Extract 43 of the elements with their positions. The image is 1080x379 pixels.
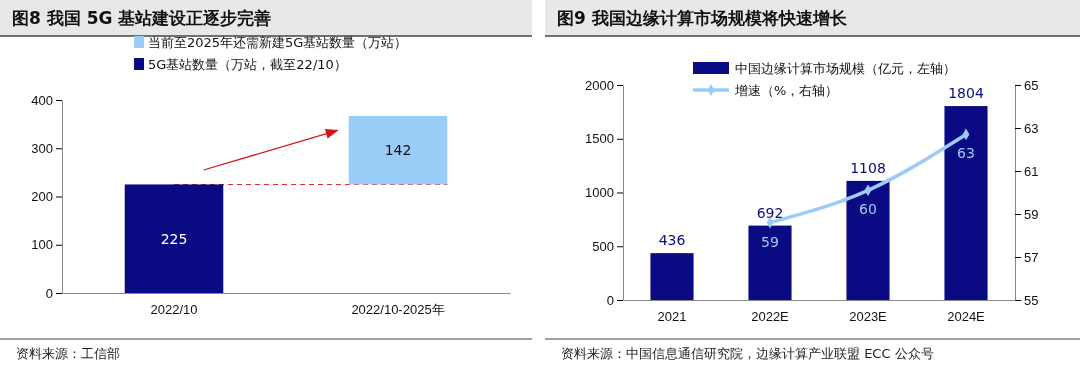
y-tick-label: 0 [45, 285, 53, 301]
x-tick-label: 2021 [657, 309, 687, 325]
bar [944, 106, 988, 300]
x-tick-label: 2023E [849, 309, 888, 325]
data-label: 225 [160, 230, 188, 247]
y2-tick-label: 55 [1024, 292, 1039, 308]
data-label: 63 [957, 145, 975, 162]
legend-label: 增速（%，右轴） [734, 83, 839, 98]
x-tick-label: 2022E [751, 309, 790, 325]
bar [650, 253, 694, 300]
y-tick-label: 500 [592, 238, 614, 254]
data-label: 436 [658, 232, 686, 249]
y-tick-label: 300 [31, 140, 53, 156]
data-label: 692 [756, 204, 784, 221]
y-tick-label: 2000 [585, 77, 614, 93]
y2-tick-label: 63 [1024, 120, 1039, 136]
legend-label: 5G基站数量（万站，截至22/10） [148, 57, 347, 72]
bar [748, 225, 792, 300]
data-label: 1804 [948, 85, 984, 102]
bar [846, 180, 890, 300]
y2-tick-label: 57 [1024, 249, 1039, 265]
x-tick-label: 2022/10 [150, 302, 198, 318]
y-tick-label: 100 [31, 237, 53, 253]
y-tick-label: 400 [31, 92, 53, 108]
y-tick-label: 1000 [585, 185, 614, 201]
text: 资料来源：工信部 [16, 346, 120, 361]
data-label: 59 [761, 233, 779, 250]
y2-tick-label: 61 [1024, 163, 1039, 179]
chart-title: 图9 我国边缘计算市场规模将快速增长 [557, 8, 848, 28]
data-label: 60 [859, 201, 877, 218]
y2-tick-label: 65 [1024, 77, 1039, 93]
y-tick-label: 200 [31, 189, 53, 205]
y2-tick-label: 59 [1024, 206, 1039, 222]
legend-label: 中国边缘计算市场规模（亿元，左轴） [735, 61, 956, 76]
y-tick-label: 1500 [585, 131, 614, 147]
data-label: 142 [384, 142, 412, 159]
x-tick-label: 2022/10-2025年 [351, 302, 445, 318]
chart-title: 图8 我国 5G 基站建设正逐步完善 [12, 8, 272, 28]
legend-label: 当前至2025年还需新建5G基站数量（万站） [148, 35, 408, 50]
text: 资料来源：中国信息通信研究院，边缘计算产业联盟 ECC 公众号 [561, 346, 934, 361]
y-tick-label: 0 [606, 292, 614, 308]
x-tick-label: 2024E [947, 309, 986, 325]
data-label: 1108 [850, 159, 886, 176]
